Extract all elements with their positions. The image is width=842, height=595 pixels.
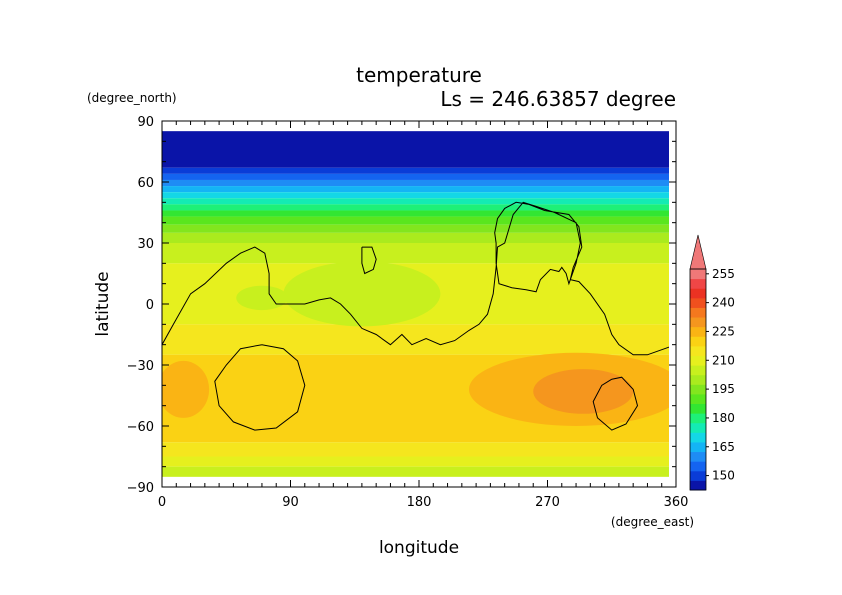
colorbar-cell-220 [690, 336, 706, 347]
x-tick-label: 90 [282, 495, 299, 510]
small-contour-north [361, 246, 377, 275]
colorbar-cell-155 [690, 461, 706, 472]
temperature-band-7 [162, 204, 669, 211]
y-tick-label: 0 [146, 298, 154, 313]
colorbar-cell-230 [690, 317, 706, 328]
temperature-band-6 [162, 198, 669, 205]
colorbar: 150 165 180 195 210 225 240 255 [689, 234, 735, 491]
colorbar-cell-205 [690, 365, 706, 376]
y-tick-label: −60 [127, 420, 154, 435]
crater-contour-west [214, 344, 306, 431]
temperature-band-14 [162, 324, 669, 355]
temperature-patch-4 [236, 285, 288, 311]
colorbar-tick-label: 210 [712, 353, 735, 367]
y-tick-label: 30 [137, 237, 154, 252]
y-tick-label: −90 [127, 481, 154, 496]
y-axis-label: latitude [93, 271, 113, 336]
y-tick-label: −30 [127, 359, 154, 374]
colorbar-cell-245 [690, 288, 706, 299]
colorbar-tick-label: 240 [712, 296, 735, 310]
colorbar-cell-190 [690, 393, 706, 405]
axes: 0 90 180 270 360 −90 −60 −30 0 30 60 90 [127, 115, 689, 510]
colorbar-cell-250 [690, 278, 706, 289]
temperature-patch-3 [283, 261, 441, 327]
x-tick-label: 270 [535, 495, 560, 510]
colorbar-cell-180 [690, 413, 706, 424]
heatmap-fill [162, 131, 669, 477]
x-tick-label: 0 [158, 495, 166, 510]
colorbar-cell-145 [690, 480, 706, 491]
colorbar-cell-210 [690, 355, 706, 366]
y-tick-label: 90 [137, 115, 154, 130]
colorbar-tick-label: 195 [712, 382, 735, 396]
colorbar-cell-175 [690, 422, 706, 433]
temperature-band-17 [162, 456, 669, 467]
colorbar-tick-label: 180 [712, 411, 735, 425]
temperature-band-2 [162, 173, 669, 180]
temperature-band-8 [162, 210, 669, 217]
colorbar-cell-200 [690, 374, 706, 385]
colorbar-cell-195 [690, 384, 706, 395]
temperature-band-0 [162, 131, 669, 168]
colorbar-cell-235 [690, 307, 706, 318]
x-unit-label: (degree_east) [611, 515, 694, 529]
temperature-band-5 [162, 192, 669, 199]
colorbar-tick-label: 225 [712, 324, 735, 338]
chart-title: temperature [356, 63, 482, 87]
x-axis-label: longitude [379, 538, 459, 558]
colorbar-cell-240 [690, 297, 706, 308]
colorbar-tick-label: 150 [712, 469, 735, 483]
topography-0-line [162, 201, 669, 356]
colorbar-tick-label: 255 [712, 267, 735, 281]
crater-contour-east [592, 376, 639, 431]
contour-lines [162, 201, 669, 431]
y-tick-label: 60 [137, 176, 154, 191]
colorbar-cell-160 [690, 451, 706, 462]
x-tick-label: 180 [407, 495, 432, 510]
chart-subtitle: Ls = 246.63857 degree [440, 87, 676, 111]
temperature-band-10 [162, 224, 669, 233]
colorbar-cell-165 [690, 441, 706, 453]
temperature-patch-1 [533, 369, 634, 414]
colorbar-cell-185 [690, 403, 706, 414]
colorbar-cell-170 [690, 432, 706, 443]
temperature-patch-2 [162, 360, 210, 418]
colorbar-cell-225 [690, 326, 706, 337]
colorbar-tick-label: 165 [712, 440, 735, 454]
colorbar-extend-arrow [689, 234, 707, 270]
temperature-band-3 [162, 179, 669, 187]
temperature-band-18 [162, 466, 669, 477]
temperature-band-12 [162, 243, 669, 264]
colorbar-cell-150 [690, 470, 706, 481]
temperature-band-11 [162, 232, 669, 243]
x-tick-label: 360 [664, 495, 689, 510]
temperature-band-4 [162, 186, 669, 193]
temperature-band-1 [162, 167, 669, 174]
colorbar-cell-215 [690, 345, 706, 356]
y-unit-label: (degree_north) [87, 91, 177, 105]
temperature-band-16 [162, 442, 669, 457]
colorbar-frame [689, 268, 707, 491]
colorbar-cell-255 [690, 269, 706, 280]
temperature-band-9 [162, 216, 669, 225]
